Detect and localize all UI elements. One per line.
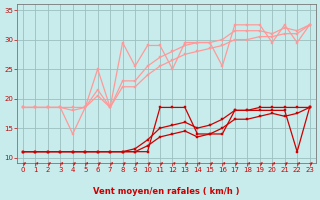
- X-axis label: Vent moyen/en rafales ( km/h ): Vent moyen/en rafales ( km/h ): [93, 187, 239, 196]
